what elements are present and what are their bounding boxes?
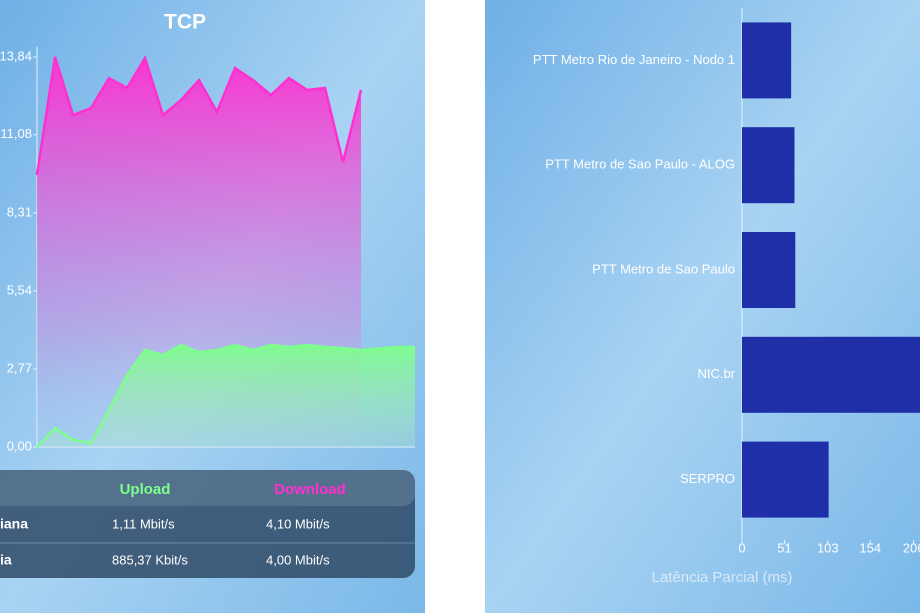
download-header: Download <box>274 481 346 498</box>
latency-chart: Latência Parcial (ms) 0 51 103 154 206 PTT Me… <box>533 8 920 586</box>
right-panel <box>485 0 920 613</box>
y-tick-label: 11,08 <box>0 126 32 141</box>
x-tick-label: 154 <box>859 540 881 555</box>
bar <box>742 232 796 308</box>
y-tick-label: PTT Metro de Sao Paulo - ALOG <box>545 157 735 172</box>
y-tick-label: 0,00 <box>7 438 32 453</box>
stats-header <box>0 470 415 506</box>
y-tick-label: PTT Metro de Sao Paulo <box>592 261 735 276</box>
bar <box>742 22 792 99</box>
chart-title: TCP <box>164 11 206 34</box>
bar <box>742 441 829 518</box>
y-tick-label: SERPRO <box>680 471 735 486</box>
tcp-chart: TCP Upload Download iana 1,11 Mbit/s 4,1… <box>0 11 415 578</box>
y-tick-label: PTT Metro Rio de Janeiro - Nodo 1 <box>533 52 735 67</box>
x-tick-label: 0 <box>738 540 745 555</box>
upload-value: 885,37 Kbit/s <box>112 552 188 567</box>
download-value: 4,00 Mbit/s <box>266 552 330 567</box>
x-axis-title: Latência Parcial (ms) <box>652 569 793 586</box>
bar <box>742 127 795 204</box>
x-tick-label: 103 <box>817 540 839 555</box>
x-tick-label: 51 <box>777 540 791 555</box>
upload-header: Upload <box>120 481 171 498</box>
upload-value: 1,11 Mbit/s <box>112 516 175 531</box>
y-tick-label: NIC.br <box>697 366 735 381</box>
row-label: iana <box>0 516 28 532</box>
series-line <box>36 343 415 448</box>
x-tick-label: 206 <box>903 540 920 555</box>
download-value: 4,10 Mbit/s <box>266 516 330 531</box>
row-label: ia <box>0 552 12 568</box>
y-tick-label: 2,77 <box>7 360 32 375</box>
y-tick-label: 13,84 <box>0 48 32 63</box>
y-tick-label: 5,54 <box>7 282 32 297</box>
bar <box>742 336 920 413</box>
y-tick-label: 8,31 <box>7 204 32 219</box>
series-line <box>35 55 363 176</box>
